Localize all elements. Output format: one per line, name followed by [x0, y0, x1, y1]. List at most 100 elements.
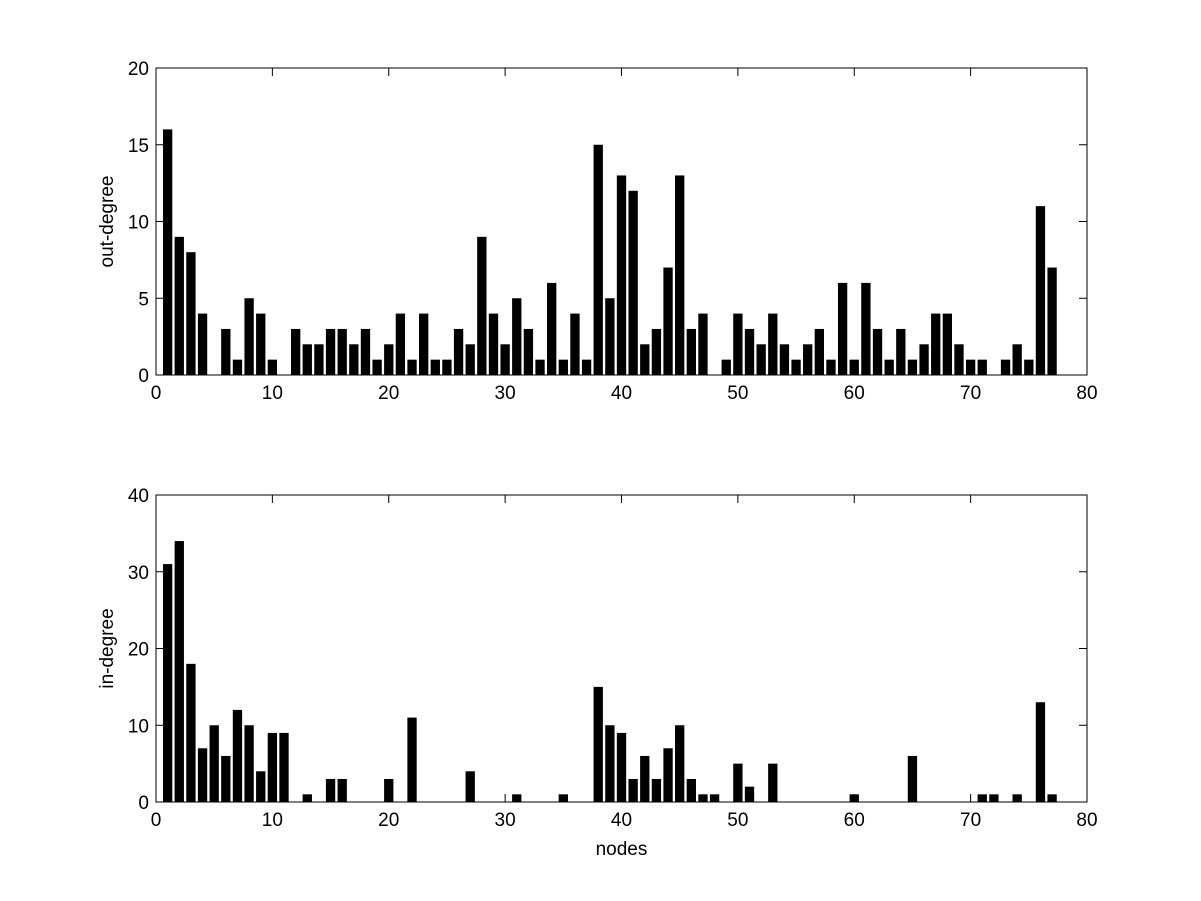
x-axis-label: nodes	[596, 839, 648, 860]
bar-node-43	[651, 778, 662, 802]
y-tick-label: 30	[128, 563, 149, 584]
bar-node-57	[814, 328, 824, 375]
bar-node-44	[663, 748, 673, 802]
bar-node-43	[651, 328, 662, 375]
bar-node-47	[698, 313, 708, 375]
bar-node-37	[581, 359, 592, 375]
bar-node-34	[547, 282, 557, 375]
bar-node-58	[826, 359, 836, 375]
bar-node-3	[186, 252, 196, 375]
x-tick-label: 20	[378, 810, 399, 831]
bar-node-51	[744, 328, 755, 375]
y-tick-label: 10	[128, 716, 149, 737]
y-tick-label: 20	[128, 640, 149, 661]
bar-node-76	[1035, 702, 1046, 802]
bar-node-51	[744, 786, 755, 802]
bar-node-71	[977, 359, 987, 375]
bar-node-11	[279, 732, 289, 802]
bar-node-8	[244, 725, 254, 802]
bar-node-42	[640, 344, 650, 375]
y-axis-label: out-degree	[97, 176, 118, 268]
x-tick-label: 30	[495, 383, 516, 404]
bar-node-55	[791, 359, 801, 375]
y-tick-label: 40	[128, 486, 149, 507]
bar-node-6	[221, 755, 231, 802]
bar-node-75	[1024, 359, 1034, 375]
bar-node-77	[1047, 267, 1057, 375]
bar-node-52	[756, 344, 766, 375]
out-degree-chart: 0 10 20 30 40 50 60 70 80 0 5 10 15 20 out-degree	[97, 59, 1098, 404]
bar-node-65	[907, 755, 918, 802]
bar-node-33	[535, 359, 545, 375]
bar-node-50	[733, 763, 743, 803]
bar-node-4	[197, 313, 208, 375]
bar-node-13	[302, 344, 312, 375]
x-tick-label: 60	[844, 810, 865, 831]
bar-node-38	[593, 144, 603, 375]
bar-node-20	[384, 344, 394, 375]
bar-node-27	[465, 771, 475, 802]
bar-node-8	[244, 298, 254, 375]
bar-node-53	[768, 763, 778, 803]
bar-node-77	[1047, 794, 1057, 802]
bar-node-38	[593, 686, 603, 803]
bar-node-3	[186, 663, 196, 802]
bar-node-45	[675, 725, 685, 802]
bar-node-16	[337, 778, 347, 802]
bar-node-4	[197, 748, 208, 802]
bar-node-2	[174, 236, 184, 375]
x-tick-label: 0	[151, 383, 162, 404]
bar-node-64	[896, 328, 906, 375]
y-tick-label: 20	[128, 59, 149, 80]
bar-node-36	[570, 313, 580, 375]
bar-node-31	[512, 298, 522, 375]
bar-node-45	[675, 175, 685, 375]
bar-node-54	[779, 344, 790, 375]
bar-node-41	[628, 778, 638, 802]
bar-node-23	[419, 313, 429, 375]
bar-node-14	[314, 344, 324, 375]
bar-node-40	[616, 732, 627, 802]
bar-node-28	[477, 236, 487, 375]
bar-node-62	[872, 328, 883, 375]
bar-node-68	[942, 313, 953, 375]
bar-node-48	[709, 794, 720, 802]
bar-node-27	[465, 344, 475, 375]
bar-node-30	[500, 344, 510, 375]
bar-node-16	[337, 328, 347, 375]
bar-node-12	[291, 328, 301, 375]
bar-node-6	[221, 328, 231, 375]
bar-node-25	[442, 359, 452, 375]
x-tick-label: 70	[960, 810, 981, 831]
in-degree-chart: 0 10 20 30 40 50 60 70 80 0 10 20 30 40 in-degree nodes	[97, 486, 1098, 860]
bar-node-73	[1000, 359, 1011, 375]
bar-node-15	[325, 778, 336, 802]
x-tick-label: 30	[495, 810, 516, 831]
y-tick-label: 15	[128, 136, 149, 157]
bar-node-44	[663, 267, 673, 375]
bar-node-26	[453, 328, 464, 375]
bar-node-1	[162, 129, 173, 375]
bar-node-32	[523, 328, 534, 375]
bar-node-22	[407, 359, 417, 375]
bar-node-35	[558, 359, 568, 375]
bar-node-2	[174, 541, 184, 802]
bar-node-71	[977, 794, 987, 802]
bar-node-21	[395, 313, 406, 375]
bar-node-50	[733, 313, 743, 375]
bar-node-15	[325, 328, 336, 375]
bar-node-67	[931, 313, 941, 375]
bar-node-19	[372, 359, 382, 375]
bar-node-18	[360, 328, 371, 375]
bar-node-24	[430, 359, 440, 375]
bar-node-7	[232, 709, 243, 802]
y-tick-label: 0	[138, 366, 149, 387]
bar-node-69	[954, 344, 964, 375]
bar-node-46	[686, 328, 696, 375]
y-axis-label: in-degree	[97, 608, 118, 688]
x-tick-label: 80	[1076, 383, 1097, 404]
bar-node-65	[907, 359, 918, 375]
x-tick-label: 40	[611, 383, 632, 404]
bar-node-72	[989, 794, 999, 802]
bar-node-29	[488, 313, 499, 375]
